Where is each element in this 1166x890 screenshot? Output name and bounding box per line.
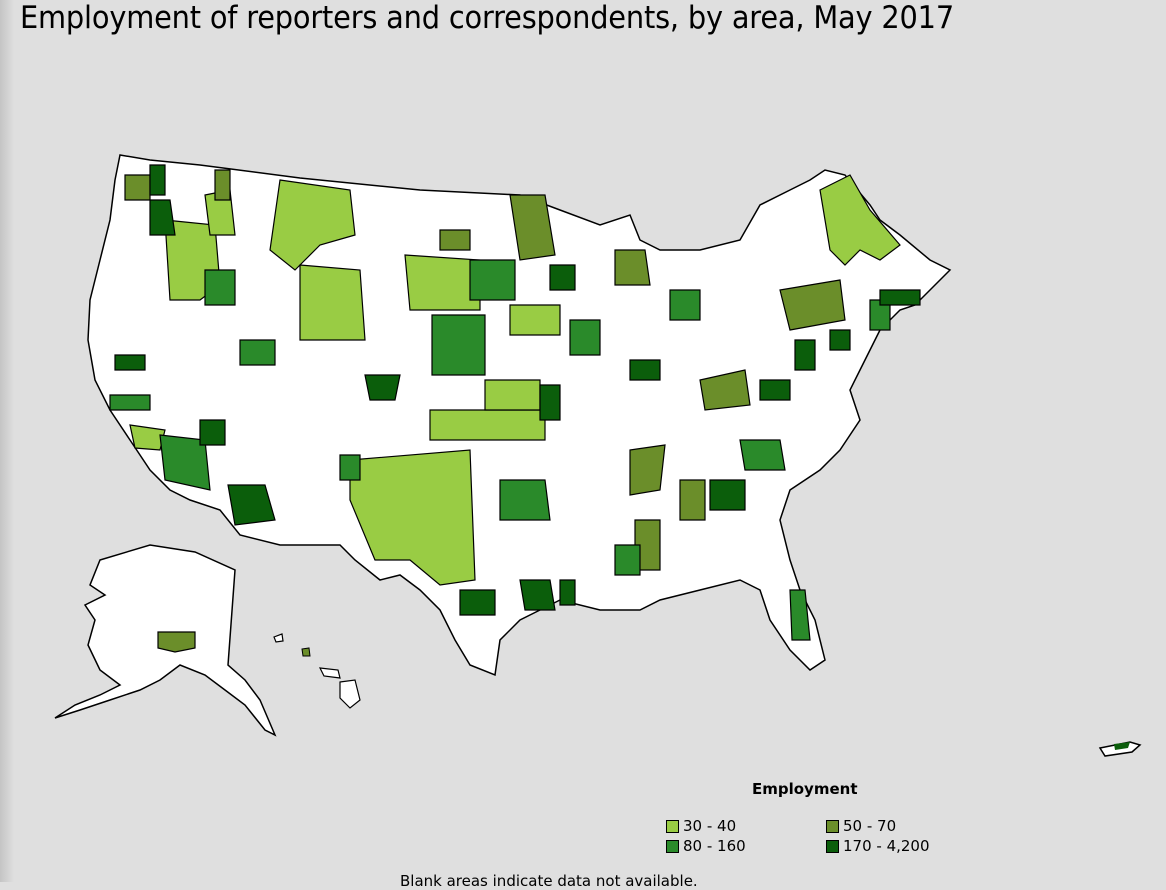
legend-swatch-30-40: [666, 819, 679, 833]
legend-label: 30 - 40: [683, 817, 737, 835]
legend-label: 170 - 4,200: [843, 837, 930, 855]
legend-item-30-40: 30 - 40: [666, 817, 736, 835]
legend-item-170-4200: 170 - 4,200: [826, 837, 930, 855]
legend-swatch-80-160: [666, 839, 679, 853]
no-data-note: Blank areas indicate data not available.: [400, 872, 698, 890]
bin-50-70-regions: [124, 169, 846, 571]
alaska-anchorage-region: [157, 631, 196, 653]
legend-title: Employment: [752, 780, 858, 798]
hawaii-honolulu-region: [301, 647, 311, 657]
hawaii-islands: [273, 633, 361, 709]
bin-170-4200-regions: [114, 164, 921, 616]
legend-swatch-170-4200: [826, 839, 839, 853]
legend-item-50-70: 50 - 70: [826, 817, 896, 835]
legend-label: 80 - 160: [683, 837, 746, 855]
left-edge-shade: [0, 0, 14, 882]
map-title: Employment of reporters and corresponden…: [20, 0, 954, 36]
puerto-rico-san-juan-region: [1114, 742, 1130, 750]
bin-80-160-regions: [109, 259, 891, 641]
legend-item-80-160: 80 - 160: [666, 837, 746, 855]
legend-swatch-50-70: [826, 819, 839, 833]
legend-label: 50 - 70: [843, 817, 897, 835]
